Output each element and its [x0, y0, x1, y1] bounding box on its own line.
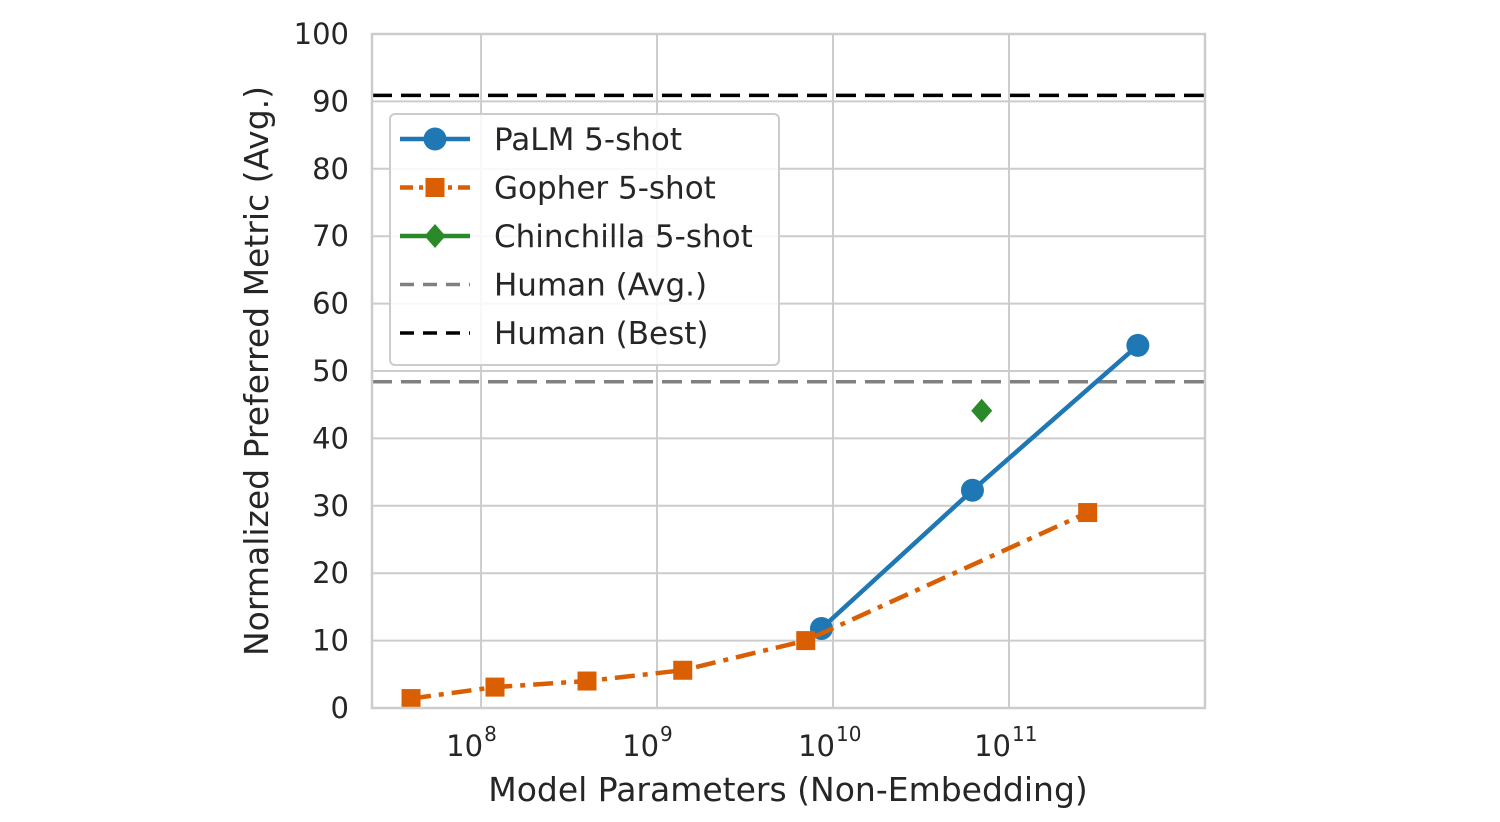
series	[809, 333, 1150, 640]
x-tick-base: 10	[798, 729, 835, 763]
x-tick-base: 10	[622, 729, 659, 763]
legend-swatch-marker	[424, 224, 446, 248]
legend-box	[389, 113, 780, 366]
y-tick-labels: 0 10 20 30 40 50 60 70 80 90 100	[294, 17, 349, 725]
legend-swatch-marker	[425, 178, 445, 197]
data-point	[960, 478, 984, 502]
series	[971, 398, 993, 423]
data-point	[401, 689, 421, 709]
legend-item: Human (Best)	[400, 316, 709, 352]
y-axis-label: Normalized Preferred Metric (Avg.)	[237, 86, 276, 656]
x-tick-label: 10 10	[798, 722, 861, 763]
data-point	[796, 631, 816, 651]
x-tick-labels: 10 8 10 9 10 10 10 11	[446, 722, 1037, 763]
x-tick-exponent: 9	[660, 722, 673, 746]
legend-item: Chinchilla 5-shot	[400, 219, 753, 255]
legend-items: PaLM 5-shot Gopher 5-shot Chinchilla 5-sho…	[400, 122, 753, 352]
legend-label: Human (Best)	[494, 316, 709, 352]
reference-lines	[372, 93, 1205, 384]
y-tick-label: 40	[312, 421, 349, 455]
legend-swatch-marker	[423, 127, 447, 151]
data-point	[971, 398, 993, 423]
legend-item: Gopher 5-shot	[400, 171, 716, 207]
y-tick-label: 60	[312, 287, 349, 321]
data-point	[577, 671, 597, 691]
data-point	[673, 660, 693, 680]
y-tick-label: 20	[312, 556, 349, 590]
y-tick-label: 90	[312, 84, 349, 118]
x-axis-label: Model Parameters (Non-Embedding)	[488, 770, 1088, 809]
y-tick-label: 70	[312, 219, 349, 253]
legend-label: Human (Avg.)	[494, 268, 707, 304]
series-layer	[401, 333, 1150, 709]
x-tick-base: 10	[446, 729, 483, 763]
series-line	[410, 510, 1089, 701]
plot-frame	[370, 32, 1207, 710]
y-tick-label: 80	[312, 152, 349, 186]
y-tick-label: 30	[312, 489, 349, 523]
y-tick-label: 100	[294, 17, 349, 51]
legend-label: PaLM 5-shot	[494, 122, 682, 158]
legend-label: Gopher 5-shot	[494, 171, 716, 207]
series	[401, 503, 1098, 709]
x-tick-exponent: 11	[1012, 722, 1037, 746]
y-tick-label: 10	[312, 624, 349, 658]
x-tick-base: 10	[974, 729, 1011, 763]
y-tick-label: 50	[312, 354, 349, 388]
x-tick-label: 10 11	[974, 722, 1037, 763]
legend-item: PaLM 5-shot	[400, 122, 682, 158]
x-tick-label: 10 8	[446, 722, 497, 763]
legend: PaLM 5-shot Gopher 5-shot Chinchilla 5-sho…	[389, 113, 780, 366]
x-tick-exponent: 10	[836, 722, 861, 746]
data-point	[1126, 333, 1150, 357]
data-point	[1078, 503, 1098, 523]
y-tick-label: 0	[331, 691, 349, 725]
legend-label: Chinchilla 5-shot	[494, 219, 753, 255]
x-tick-exponent: 8	[484, 722, 497, 746]
data-point	[485, 677, 505, 697]
x-tick-label: 10 9	[622, 722, 673, 763]
legend-item: Human (Avg.)	[400, 268, 707, 304]
